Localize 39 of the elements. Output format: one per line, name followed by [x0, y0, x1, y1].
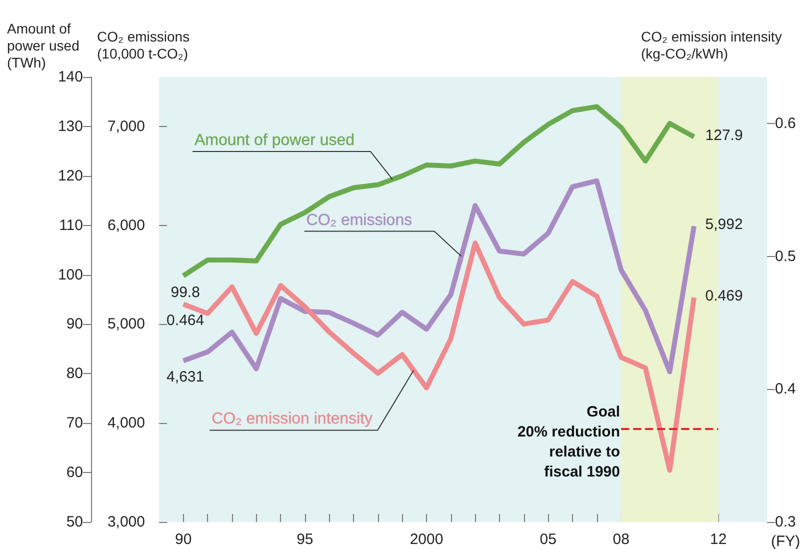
text: Amount of power used	[194, 132, 355, 149]
y2-tick-label: 7,000	[107, 118, 145, 135]
y3-tick-label: 0.3	[775, 514, 796, 530]
x-tick-label: 12	[710, 531, 727, 548]
y2-tick-label: 3,000	[107, 514, 145, 530]
y-tick-label: 100	[58, 266, 83, 284]
y-tick-label: 110	[59, 216, 83, 234]
y3-tick-label: 0.6	[775, 114, 796, 132]
x-tick-label: 2000	[410, 531, 444, 548]
x-tick-label: 08	[612, 531, 630, 548]
y-tick-label: 130	[58, 118, 83, 135]
y2-tick-label: 6,000	[107, 216, 145, 234]
x-tick-label: 90	[174, 531, 192, 548]
y2-axis-title: CO₂ emissions (10,000 t-CO₂)	[97, 28, 190, 62]
y3-tick-label: 0.5	[775, 248, 796, 265]
y2-tick-label: 4,000	[107, 414, 145, 432]
y-tick-label: 140	[58, 68, 83, 86]
data-label: 127.9	[705, 126, 743, 144]
y3-tick-label: 0.4	[775, 380, 796, 398]
x-tick-label: 05	[540, 531, 556, 548]
text: CO₂ emissions	[306, 212, 412, 229]
x-tick-label: 95	[296, 531, 314, 548]
y-tick-label: 50	[66, 514, 83, 530]
data-label: 5,992	[705, 216, 743, 234]
y3-axis-title: CO₂ emission intensity (kg-CO₂/kWh)	[641, 28, 782, 62]
y-tick-label: 80	[66, 365, 83, 382]
annotation: Goal 20% reduction relative to fiscal 1990	[517, 404, 620, 480]
y-axis-title: Amount of power used (TWh)	[7, 20, 80, 70]
x-axis-title: (FY)	[771, 533, 800, 549]
y-tick-label: 70	[66, 414, 83, 432]
data-label: 99.8	[170, 284, 200, 301]
y2-tick-label: 5,000	[107, 316, 145, 333]
y-tick-label: 120	[58, 167, 83, 184]
y-tick-label: 60	[66, 464, 83, 482]
data-label: 0.469	[705, 288, 743, 305]
data-label: 0.464	[166, 312, 204, 330]
data-label: 4,631	[166, 368, 204, 386]
y-tick-label: 90	[66, 316, 83, 333]
text: CO₂ emission intensity	[212, 410, 373, 428]
